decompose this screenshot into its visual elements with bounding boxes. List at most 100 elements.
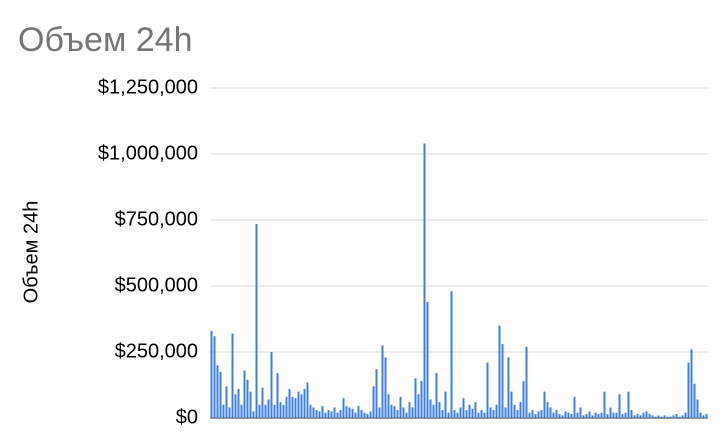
bar (687, 362, 690, 418)
bar (273, 404, 276, 418)
bar (600, 412, 603, 418)
bar (312, 407, 315, 418)
bar (459, 407, 462, 418)
bar (486, 362, 489, 418)
bar (618, 394, 621, 418)
chart-title: Объем 24h (18, 21, 193, 59)
bar (450, 291, 453, 418)
bar (540, 410, 543, 418)
bar (525, 346, 528, 418)
bar (591, 415, 594, 418)
bar (366, 414, 369, 418)
bar (279, 402, 282, 418)
bar (519, 402, 522, 418)
bar (522, 381, 525, 418)
bar (645, 411, 648, 418)
y-tick-label: $1,250,000 (98, 76, 198, 98)
bar (666, 416, 669, 418)
bar (348, 407, 351, 418)
bar (531, 410, 534, 418)
bar (252, 411, 255, 418)
bar (381, 345, 384, 418)
bar (468, 404, 471, 418)
bar (297, 391, 300, 418)
bar (660, 416, 663, 418)
bar (495, 404, 498, 418)
bar (285, 396, 288, 418)
bar (462, 398, 465, 418)
bar (411, 407, 414, 418)
bar (387, 394, 390, 418)
bar (270, 352, 273, 418)
bar (228, 407, 231, 418)
bar (576, 412, 579, 418)
bar (546, 402, 549, 418)
bar (246, 379, 249, 418)
bar (378, 407, 381, 418)
bar (627, 391, 630, 418)
bar (369, 411, 372, 418)
bar (243, 370, 246, 418)
bar (300, 394, 303, 418)
bar (333, 407, 336, 418)
bar (624, 412, 627, 418)
bar (225, 386, 228, 418)
bar (573, 396, 576, 418)
bar (555, 410, 558, 418)
y-tick-label: $1,000,000 (98, 142, 198, 164)
bar (675, 414, 678, 418)
bar (567, 412, 570, 418)
bar (315, 410, 318, 418)
bar (330, 411, 333, 418)
bar (282, 404, 285, 418)
bar (549, 407, 552, 418)
bar (396, 410, 399, 418)
bar (432, 404, 435, 418)
bar (564, 411, 567, 418)
bar (324, 412, 327, 418)
bar (336, 412, 339, 418)
bar (417, 394, 420, 418)
bar (321, 406, 324, 418)
bar (276, 373, 279, 418)
bar (240, 404, 243, 418)
bar (705, 414, 708, 418)
bar (384, 357, 387, 418)
bar (222, 404, 225, 418)
bar (249, 391, 252, 418)
bar (510, 391, 513, 418)
bar (318, 411, 321, 418)
bar (609, 407, 612, 418)
bar (357, 406, 360, 418)
bar (465, 410, 468, 418)
bar (327, 410, 330, 418)
bar (621, 414, 624, 418)
bar (351, 408, 354, 418)
bar (615, 412, 618, 418)
bar (234, 394, 237, 418)
bar (216, 365, 219, 418)
bar (699, 412, 702, 418)
bar (483, 412, 486, 418)
bar (582, 415, 585, 418)
bar (453, 410, 456, 418)
bar (543, 391, 546, 418)
bar (219, 371, 222, 418)
bar (237, 388, 240, 418)
bar (306, 382, 309, 418)
bar (654, 416, 657, 418)
bar (261, 387, 264, 418)
bar (456, 412, 459, 418)
bar (393, 406, 396, 418)
bar (210, 330, 213, 418)
bar (669, 416, 672, 418)
bar (447, 412, 450, 418)
bar (594, 412, 597, 418)
bar (597, 414, 600, 418)
bar (678, 416, 681, 418)
bar (294, 398, 297, 418)
bar (558, 414, 561, 418)
y-tick-label: $750,000 (115, 208, 198, 230)
bar (636, 414, 639, 418)
bar (570, 414, 573, 418)
